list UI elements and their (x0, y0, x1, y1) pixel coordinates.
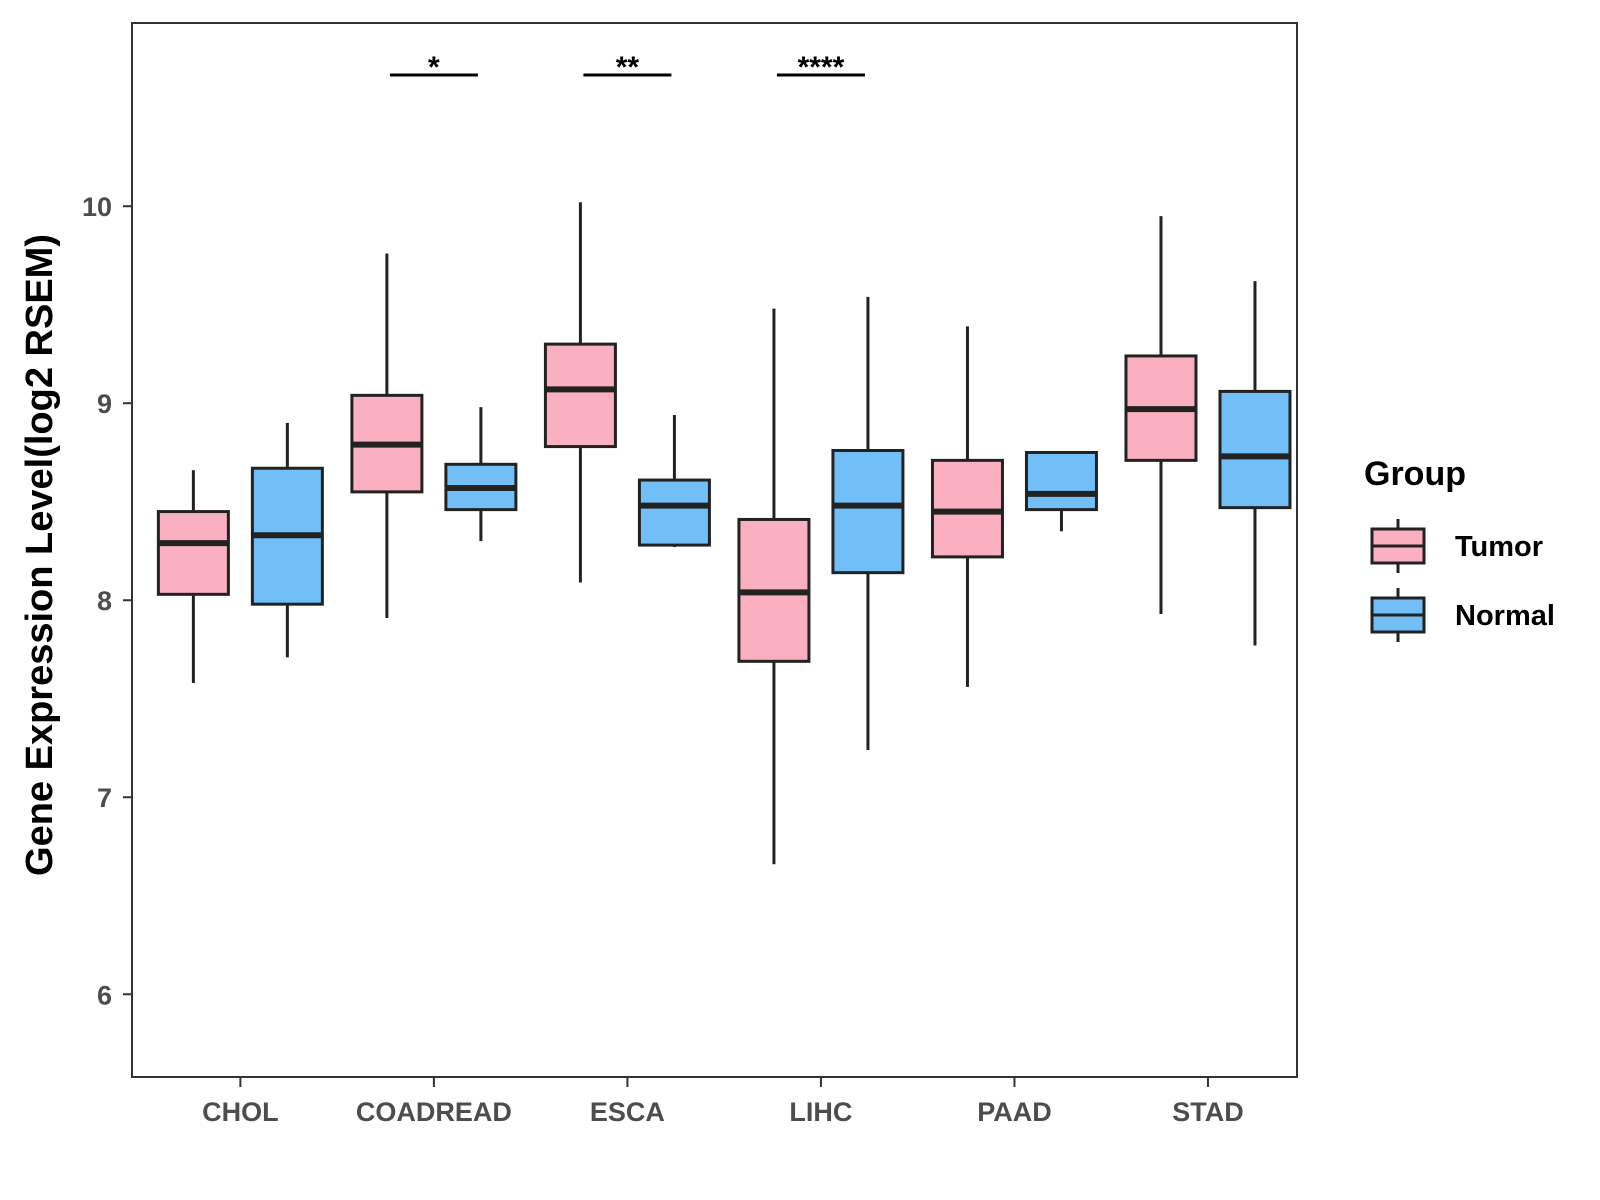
x-tick-label: ESCA (590, 1097, 665, 1127)
significance-label: **** (798, 51, 845, 84)
box-tumor-stad (1124, 216, 1198, 615)
x-tick-label: LIHC (789, 1097, 852, 1127)
significance-annotations: * ** **** (389, 51, 865, 84)
y-tick-label: 10 (82, 192, 112, 222)
y-axis-title: Gene Expression Level(log2 RSEM) (19, 234, 61, 876)
legend-item-normal: Normal (1370, 588, 1555, 642)
box-normal-esca (637, 415, 711, 548)
box-normal-paad (1024, 450, 1098, 532)
x-axis: CHOL COADREAD ESCA LIHC PAAD STAD (202, 1077, 1244, 1127)
significance-lihc: **** (776, 51, 865, 84)
box-iqr (156, 510, 230, 596)
box-tumor-paad (930, 326, 1004, 687)
box-normal-stad (1218, 281, 1292, 646)
box-tumor-lihc (737, 308, 811, 865)
box-tumor-coadread (350, 253, 424, 618)
x-tick-label: CHOL (202, 1097, 279, 1127)
legend-title: Group (1364, 455, 1466, 493)
legend-label: Normal (1455, 600, 1555, 632)
y-axis: 6 7 8 9 10 (82, 192, 132, 1010)
x-tick-label: STAD (1172, 1097, 1244, 1127)
legend: Group Tumor Normal (1364, 455, 1555, 642)
legend-label: Tumor (1455, 531, 1543, 563)
box-normal-chol (250, 422, 324, 658)
y-tick-label: 9 (97, 389, 112, 419)
y-tick-label: 6 (97, 980, 112, 1010)
box-iqr (543, 342, 617, 449)
significance-coadread: * (389, 51, 478, 84)
box-tumor-chol (156, 470, 230, 683)
y-tick-label: 8 (97, 586, 112, 616)
box-iqr (637, 478, 711, 547)
significance-label: ** (616, 51, 640, 84)
significance-esca: ** (583, 51, 672, 84)
box-iqr (1218, 389, 1292, 510)
y-tick-label: 7 (97, 783, 112, 813)
box-normal-lihc (831, 296, 905, 750)
box-iqr (831, 449, 905, 575)
significance-label: * (428, 51, 440, 84)
box-tumor-esca (543, 202, 617, 583)
x-tick-label: COADREAD (356, 1097, 512, 1127)
plot-panel (131, 22, 1298, 1078)
legend-item-tumor: Tumor (1370, 519, 1543, 573)
box-iqr (1024, 450, 1098, 512)
box-normal-coadread (444, 407, 518, 542)
x-tick-label: PAAD (977, 1097, 1052, 1127)
box-series (156, 202, 1292, 865)
